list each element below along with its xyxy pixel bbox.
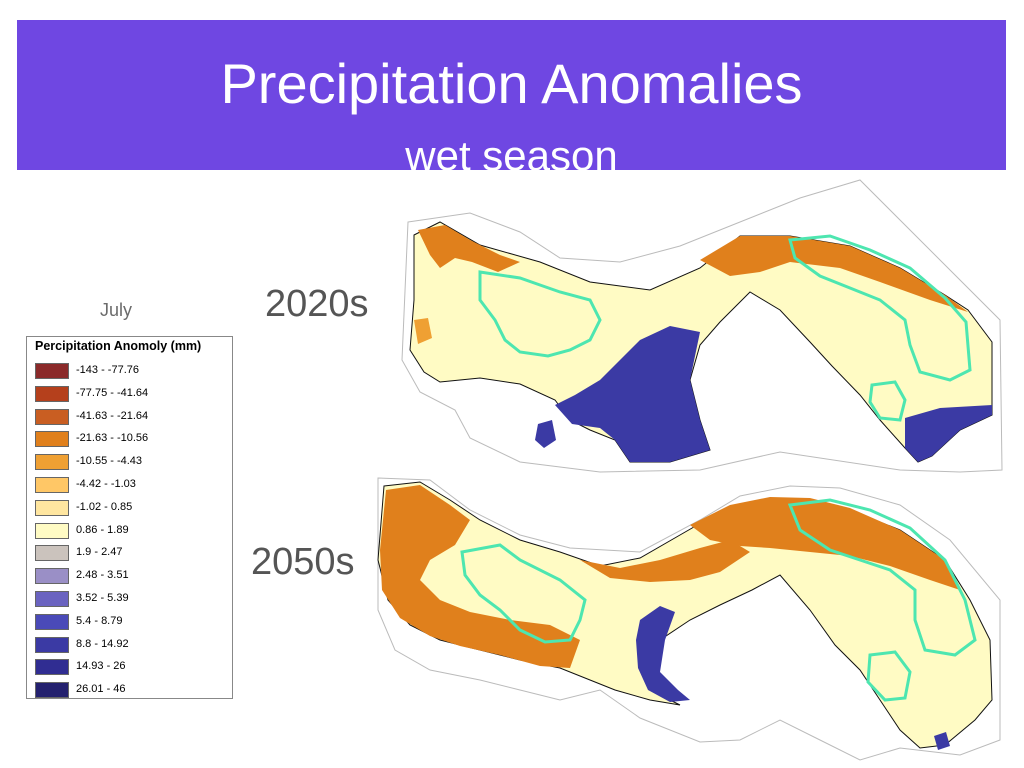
anomaly-blue-gulf xyxy=(555,326,710,462)
anomaly-orange-central xyxy=(580,540,750,582)
legend-label: -41.63 - -21.64 xyxy=(76,409,149,422)
legend-title: Percipitation Anomoly (mm) xyxy=(35,339,202,353)
anomaly-blue-east xyxy=(905,405,992,462)
anomaly-orange-northeast xyxy=(690,497,960,590)
anomaly-orange-north xyxy=(418,225,520,272)
legend-swatch xyxy=(35,431,69,448)
map-2020s xyxy=(401,179,1003,473)
legend-swatch xyxy=(35,659,69,676)
slide-title: Precipitation Anomalies xyxy=(220,52,803,115)
legend-swatch xyxy=(35,682,69,699)
anomaly-orange-northeast xyxy=(700,236,968,312)
legend-label: 1.9 - 2.47 xyxy=(76,546,123,559)
protected-area-boundary xyxy=(460,543,587,644)
legend-label: -1.02 - 0.85 xyxy=(76,500,133,513)
legend-swatch xyxy=(35,568,69,585)
legend-label: 3.52 - 5.39 xyxy=(76,592,129,604)
legend-label: 0.86 - 1.89 xyxy=(76,523,129,536)
sea-outline xyxy=(401,179,1003,473)
legend-swatch xyxy=(35,636,69,653)
legend-label: 2.48 - 3.51 xyxy=(76,569,129,582)
legend-label: -10.55 - -4.43 xyxy=(76,455,143,468)
legend-swatch xyxy=(35,591,69,607)
legend-swatch xyxy=(35,477,69,493)
period-label-2020s: 2020s xyxy=(265,283,369,325)
anomaly-orange-west xyxy=(380,485,580,668)
map-legend: Percipitation Anomoly (mm) -143 - -77.76… xyxy=(26,336,233,699)
anomaly-blue-tip xyxy=(934,732,950,750)
legend-label: -21.63 - -10.56 xyxy=(76,432,149,445)
protected-area-boundary xyxy=(787,498,977,657)
protected-area-boundary xyxy=(866,650,912,702)
period-label-2050s: 2050s xyxy=(251,541,355,583)
protected-area-boundary xyxy=(788,234,972,382)
legend-swatch xyxy=(35,454,69,471)
legend-swatch xyxy=(35,408,69,425)
protected-area-boundary xyxy=(478,270,602,358)
sea-outline xyxy=(377,477,1001,761)
anomaly-orange-west xyxy=(414,318,432,344)
legend-swatch xyxy=(35,545,69,562)
legend-swatch xyxy=(35,499,69,516)
legend-label: 5.4 - 8.79 xyxy=(76,614,123,627)
legend-swatch xyxy=(35,613,69,630)
anomaly-blue-island xyxy=(535,420,556,448)
legend-label: 14.93 - 26 xyxy=(76,660,126,673)
slide-subtitle: wet season xyxy=(405,132,618,179)
legend-label: -77.75 - -41.64 xyxy=(76,386,149,399)
legend-label: -143 - -77.76 xyxy=(76,364,139,376)
map-2050s xyxy=(377,477,1001,761)
legend-label: 26.01 - 46 xyxy=(76,683,126,696)
title-banner: Precipitation Anomalies wet season xyxy=(17,20,1006,179)
legend-swatch xyxy=(35,385,69,402)
month-label: July xyxy=(100,300,133,320)
protected-area-boundary xyxy=(868,380,907,422)
legend-swatch xyxy=(35,522,69,539)
legend-label: 8.8 - 14.92 xyxy=(76,637,129,650)
legend-swatch xyxy=(35,363,69,379)
legend-label: -4.42 - -1.03 xyxy=(76,478,136,490)
anomaly-blue-gulf xyxy=(636,606,690,702)
